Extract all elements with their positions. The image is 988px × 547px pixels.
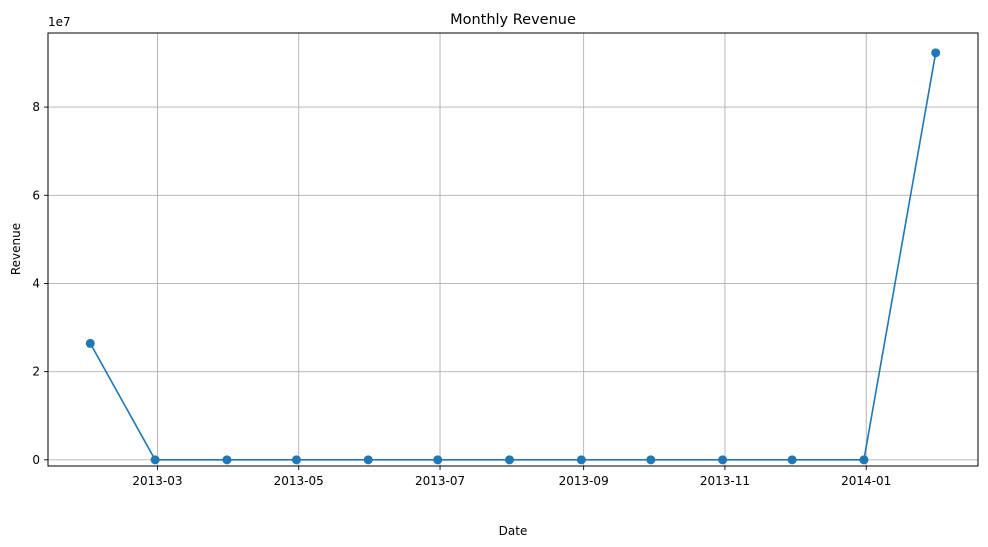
x-tick-label: 2013-03 — [132, 474, 182, 488]
x-tick-label: 2014-01 — [841, 474, 891, 488]
y-tick-label: 0 — [32, 453, 40, 467]
data-point — [433, 455, 442, 464]
y-axis-label: Revenue — [9, 223, 23, 275]
x-tick-label: 2013-07 — [415, 474, 465, 488]
series-line — [90, 53, 935, 460]
data-point — [577, 455, 586, 464]
y-tick-label: 2 — [32, 365, 40, 379]
x-axis-label: Date — [499, 524, 528, 538]
y-tick-label: 6 — [32, 188, 40, 202]
chart-title: Monthly Revenue — [450, 12, 576, 28]
grid — [48, 33, 978, 466]
data-point — [788, 455, 797, 464]
series-layer — [86, 48, 940, 464]
data-point — [859, 455, 868, 464]
x-tick-label: 2013-09 — [559, 474, 609, 488]
x-tick-label: 2013-05 — [274, 474, 324, 488]
data-point — [646, 455, 655, 464]
x-tick-label: 2013-11 — [700, 474, 750, 488]
data-point — [505, 455, 514, 464]
data-point — [222, 455, 231, 464]
y-tick-label: 4 — [32, 276, 40, 290]
y-axis: 0 2 4 6 8 — [32, 100, 48, 467]
data-point — [292, 455, 301, 464]
plot-frame — [48, 33, 978, 466]
y-tick-label: 8 — [32, 100, 40, 114]
data-point — [151, 455, 160, 464]
data-point — [364, 455, 373, 464]
data-point — [718, 455, 727, 464]
x-axis: 2013-03 2013-05 2013-07 2013-09 2013-11 2014-… — [132, 466, 891, 488]
y-axis-offset-label: 1e7 — [48, 15, 71, 29]
data-point — [931, 48, 940, 57]
data-point — [86, 339, 95, 348]
